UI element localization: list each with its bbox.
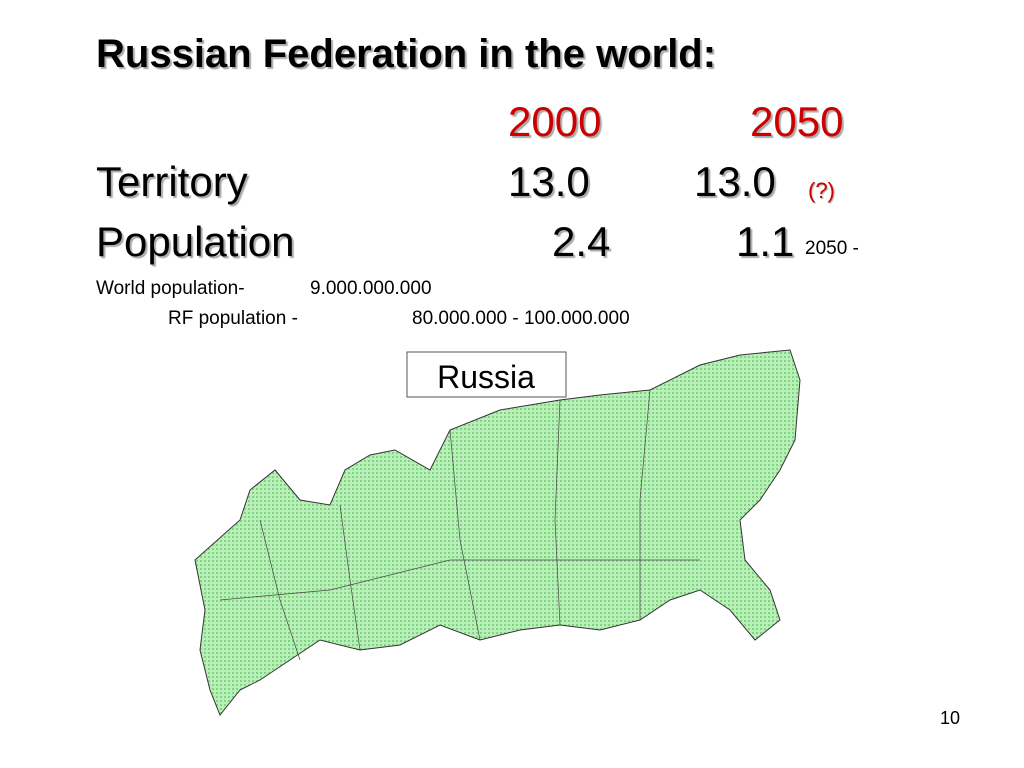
label-box: [406, 351, 567, 398]
row-label: Territory: [96, 158, 248, 205]
page-number: 10: [940, 708, 961, 728]
cell: 13.0: [694, 158, 776, 205]
map-label: Russia: [437, 359, 535, 395]
note-value: 9.000.000.000: [310, 278, 432, 299]
note-label: RF population -: [168, 308, 298, 329]
cell: 13.0: [508, 158, 590, 205]
note-value: 80.000.000 - 100.000.000: [412, 308, 630, 329]
cell: 1.1: [736, 218, 795, 265]
year-header: 2000: [508, 98, 602, 145]
region-borders: [219, 389, 700, 661]
cell: 2.4: [552, 218, 611, 265]
title: Russian Federation in the world:: [96, 32, 717, 76]
year-header: 2050: [750, 98, 844, 145]
note-label: World population-: [96, 278, 245, 299]
russia-shape: [194, 349, 801, 716]
cell-note: 2050 -: [805, 238, 859, 259]
cell-note: (?): [808, 178, 835, 203]
row-label: Population: [96, 218, 295, 265]
